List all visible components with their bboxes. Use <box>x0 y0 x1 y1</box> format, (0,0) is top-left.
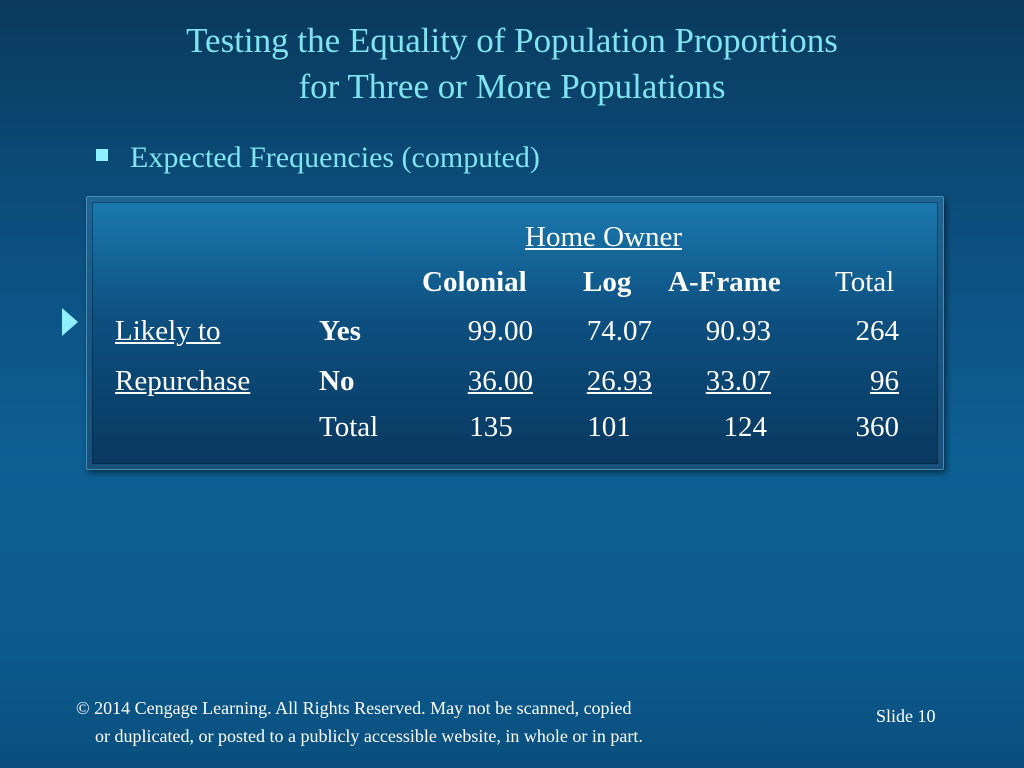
row-label-no: No <box>319 365 355 397</box>
cell-no-log: 26.93 <box>586 365 652 397</box>
slide-number: Slide 10 <box>876 706 936 726</box>
cell-no-total: 96 <box>870 365 899 397</box>
column-header-colonial: Colonial <box>422 266 527 298</box>
cell-yes-total: 264 <box>855 315 900 347</box>
row-label-total: Total <box>319 411 379 443</box>
square-bullet-icon <box>96 149 108 161</box>
cell-no-colonial: 36.00 <box>467 365 533 397</box>
group-header-home-owner: Home Owner <box>525 221 683 253</box>
bullet-text: Expected Frequencies (computed) <box>130 141 540 174</box>
cell-no-a-frame: 33.07 <box>705 365 771 397</box>
column-header-a-frame: A-Frame <box>668 266 781 298</box>
cell-yes-a-frame: 90.93 <box>705 315 771 347</box>
cell-yes-log: 74.07 <box>586 315 652 347</box>
copyright-line-1: © 2014 Cengage Learning. All Rights Rese… <box>76 698 632 718</box>
slide-title-line-2: for Three or More Populations <box>298 67 726 106</box>
column-header-log: Log <box>583 266 632 298</box>
cell-yes-colonial: 99.00 <box>467 315 533 347</box>
bullet-item: Expected Frequencies (computed) <box>96 140 540 176</box>
row-label-yes: Yes <box>319 315 361 347</box>
copyright-line-2: or duplicated, or posted to a publicly a… <box>95 726 643 746</box>
row-group-label-line-1: Likely to <box>115 315 221 347</box>
cell-total-colonial: 135 <box>469 411 513 443</box>
cell-total-total: 360 <box>855 411 900 443</box>
copyright-footer: © 2014 Cengage Learning. All Rights Rese… <box>76 694 643 750</box>
slide-title-line-1: Testing the Equality of Population Propo… <box>186 21 838 60</box>
column-header-total: Total <box>835 266 895 298</box>
cell-total-a-frame: 124 <box>723 411 768 443</box>
row-group-label-line-2: Repurchase <box>115 365 251 397</box>
triangle-pointer-icon <box>62 308 78 336</box>
expected-frequencies-table: Home Owner Colonial Log A-Frame Total Li… <box>86 196 944 470</box>
slide-title: Testing the Equality of Population Propo… <box>0 18 1024 110</box>
cell-total-log: 101 <box>587 411 631 443</box>
